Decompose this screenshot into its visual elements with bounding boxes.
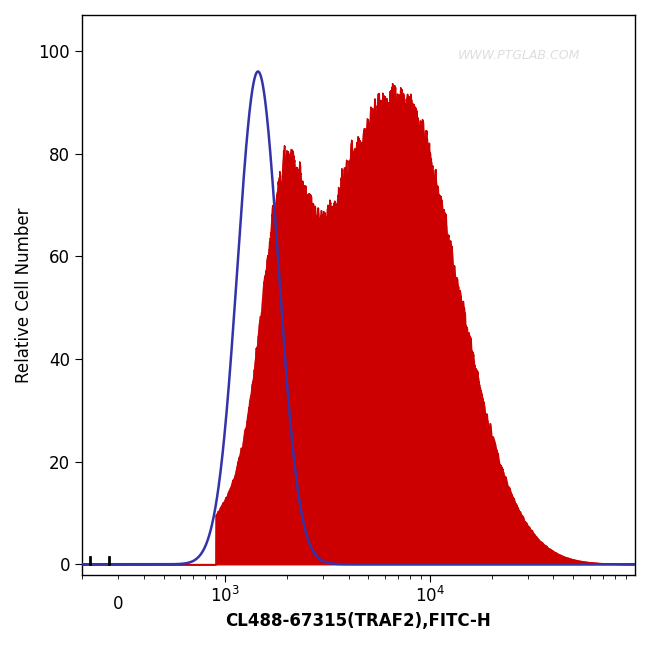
Y-axis label: Relative Cell Number: Relative Cell Number: [15, 207, 33, 382]
X-axis label: CL488-67315(TRAF2),FITC-H: CL488-67315(TRAF2),FITC-H: [226, 612, 491, 630]
Text: WWW.PTGLAB.COM: WWW.PTGLAB.COM: [458, 48, 580, 61]
Text: 0: 0: [113, 595, 124, 613]
